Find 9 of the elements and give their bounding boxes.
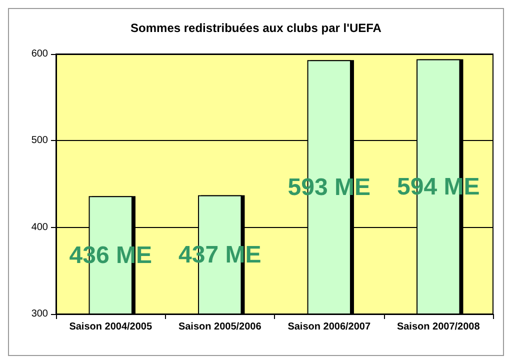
x-tick-label: Saison 2005/2006	[178, 322, 262, 332]
y-tick-label: 500	[31, 135, 48, 146]
y-tick-label: 300	[31, 308, 48, 320]
x-tick-label: Saison 2004/2005	[69, 322, 152, 332]
y-tick-label: 600	[31, 48, 48, 60]
x-tick-label: Saison 2007/2008	[396, 322, 480, 332]
chart-title: Sommes redistribuées aux clubs par l'UEFA	[130, 21, 382, 35]
y-tick-label: 400	[31, 222, 48, 233]
x-tick-label: Saison 2006/2007	[288, 322, 371, 332]
